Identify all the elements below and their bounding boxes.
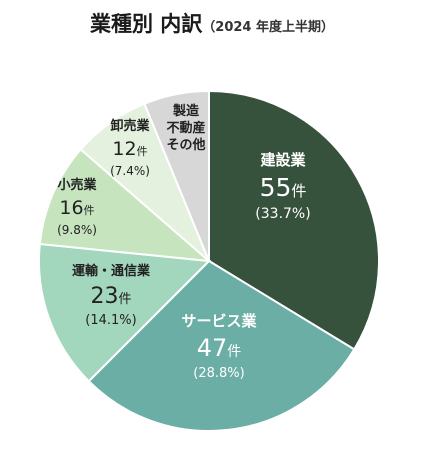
chart-subtitle: （2024 年度上半期） (202, 20, 335, 35)
slice-label-3: 小売業 (57, 177, 97, 193)
slice-percent-3: (9.8%) (57, 223, 97, 237)
slice-percent-0: (33.7%) (255, 206, 310, 222)
slice-label-0: 建設業 (260, 151, 306, 169)
slice-label-5-line-0: 製造 (172, 103, 200, 119)
slice-count-0: 55件 (260, 173, 307, 202)
slice-label-5-line-2: その他 (166, 137, 205, 153)
pie-slice-1 (87, 259, 356, 432)
pie-slice-5 (143, 89, 210, 262)
pie-slice-0 (208, 89, 380, 351)
pie-slice-3 (38, 147, 213, 263)
chart-title-main: 業種別 内訳 (89, 12, 203, 36)
slice-label-4: 卸売業 (110, 118, 150, 134)
slice-count-1: 47件 (197, 334, 242, 362)
slice-count-4: 12件 (112, 138, 147, 160)
chart-title: 業種別 内訳（2024 年度上半期） (0, 8, 424, 38)
slice-label-5-line-1: 不動産 (166, 120, 205, 136)
slice-count-3: 16件 (59, 197, 94, 219)
pie-labels: 建設業 55件 (33.7%) サービス業 47件 (28.8%) 運輸・通信業 23件 (14… (57, 103, 311, 381)
slice-label-1: サービス業 (181, 312, 257, 330)
slice-count-2: 23件 (90, 284, 131, 309)
slice-label-2: 運輸・通信業 (72, 263, 151, 279)
slice-percent-2: (14.1%) (85, 313, 136, 328)
slice-percent-1: (28.8%) (193, 366, 244, 381)
slice-percent-4: (7.4%) (110, 164, 150, 178)
pie-slices (38, 89, 380, 432)
pie-slice-2 (38, 242, 212, 383)
